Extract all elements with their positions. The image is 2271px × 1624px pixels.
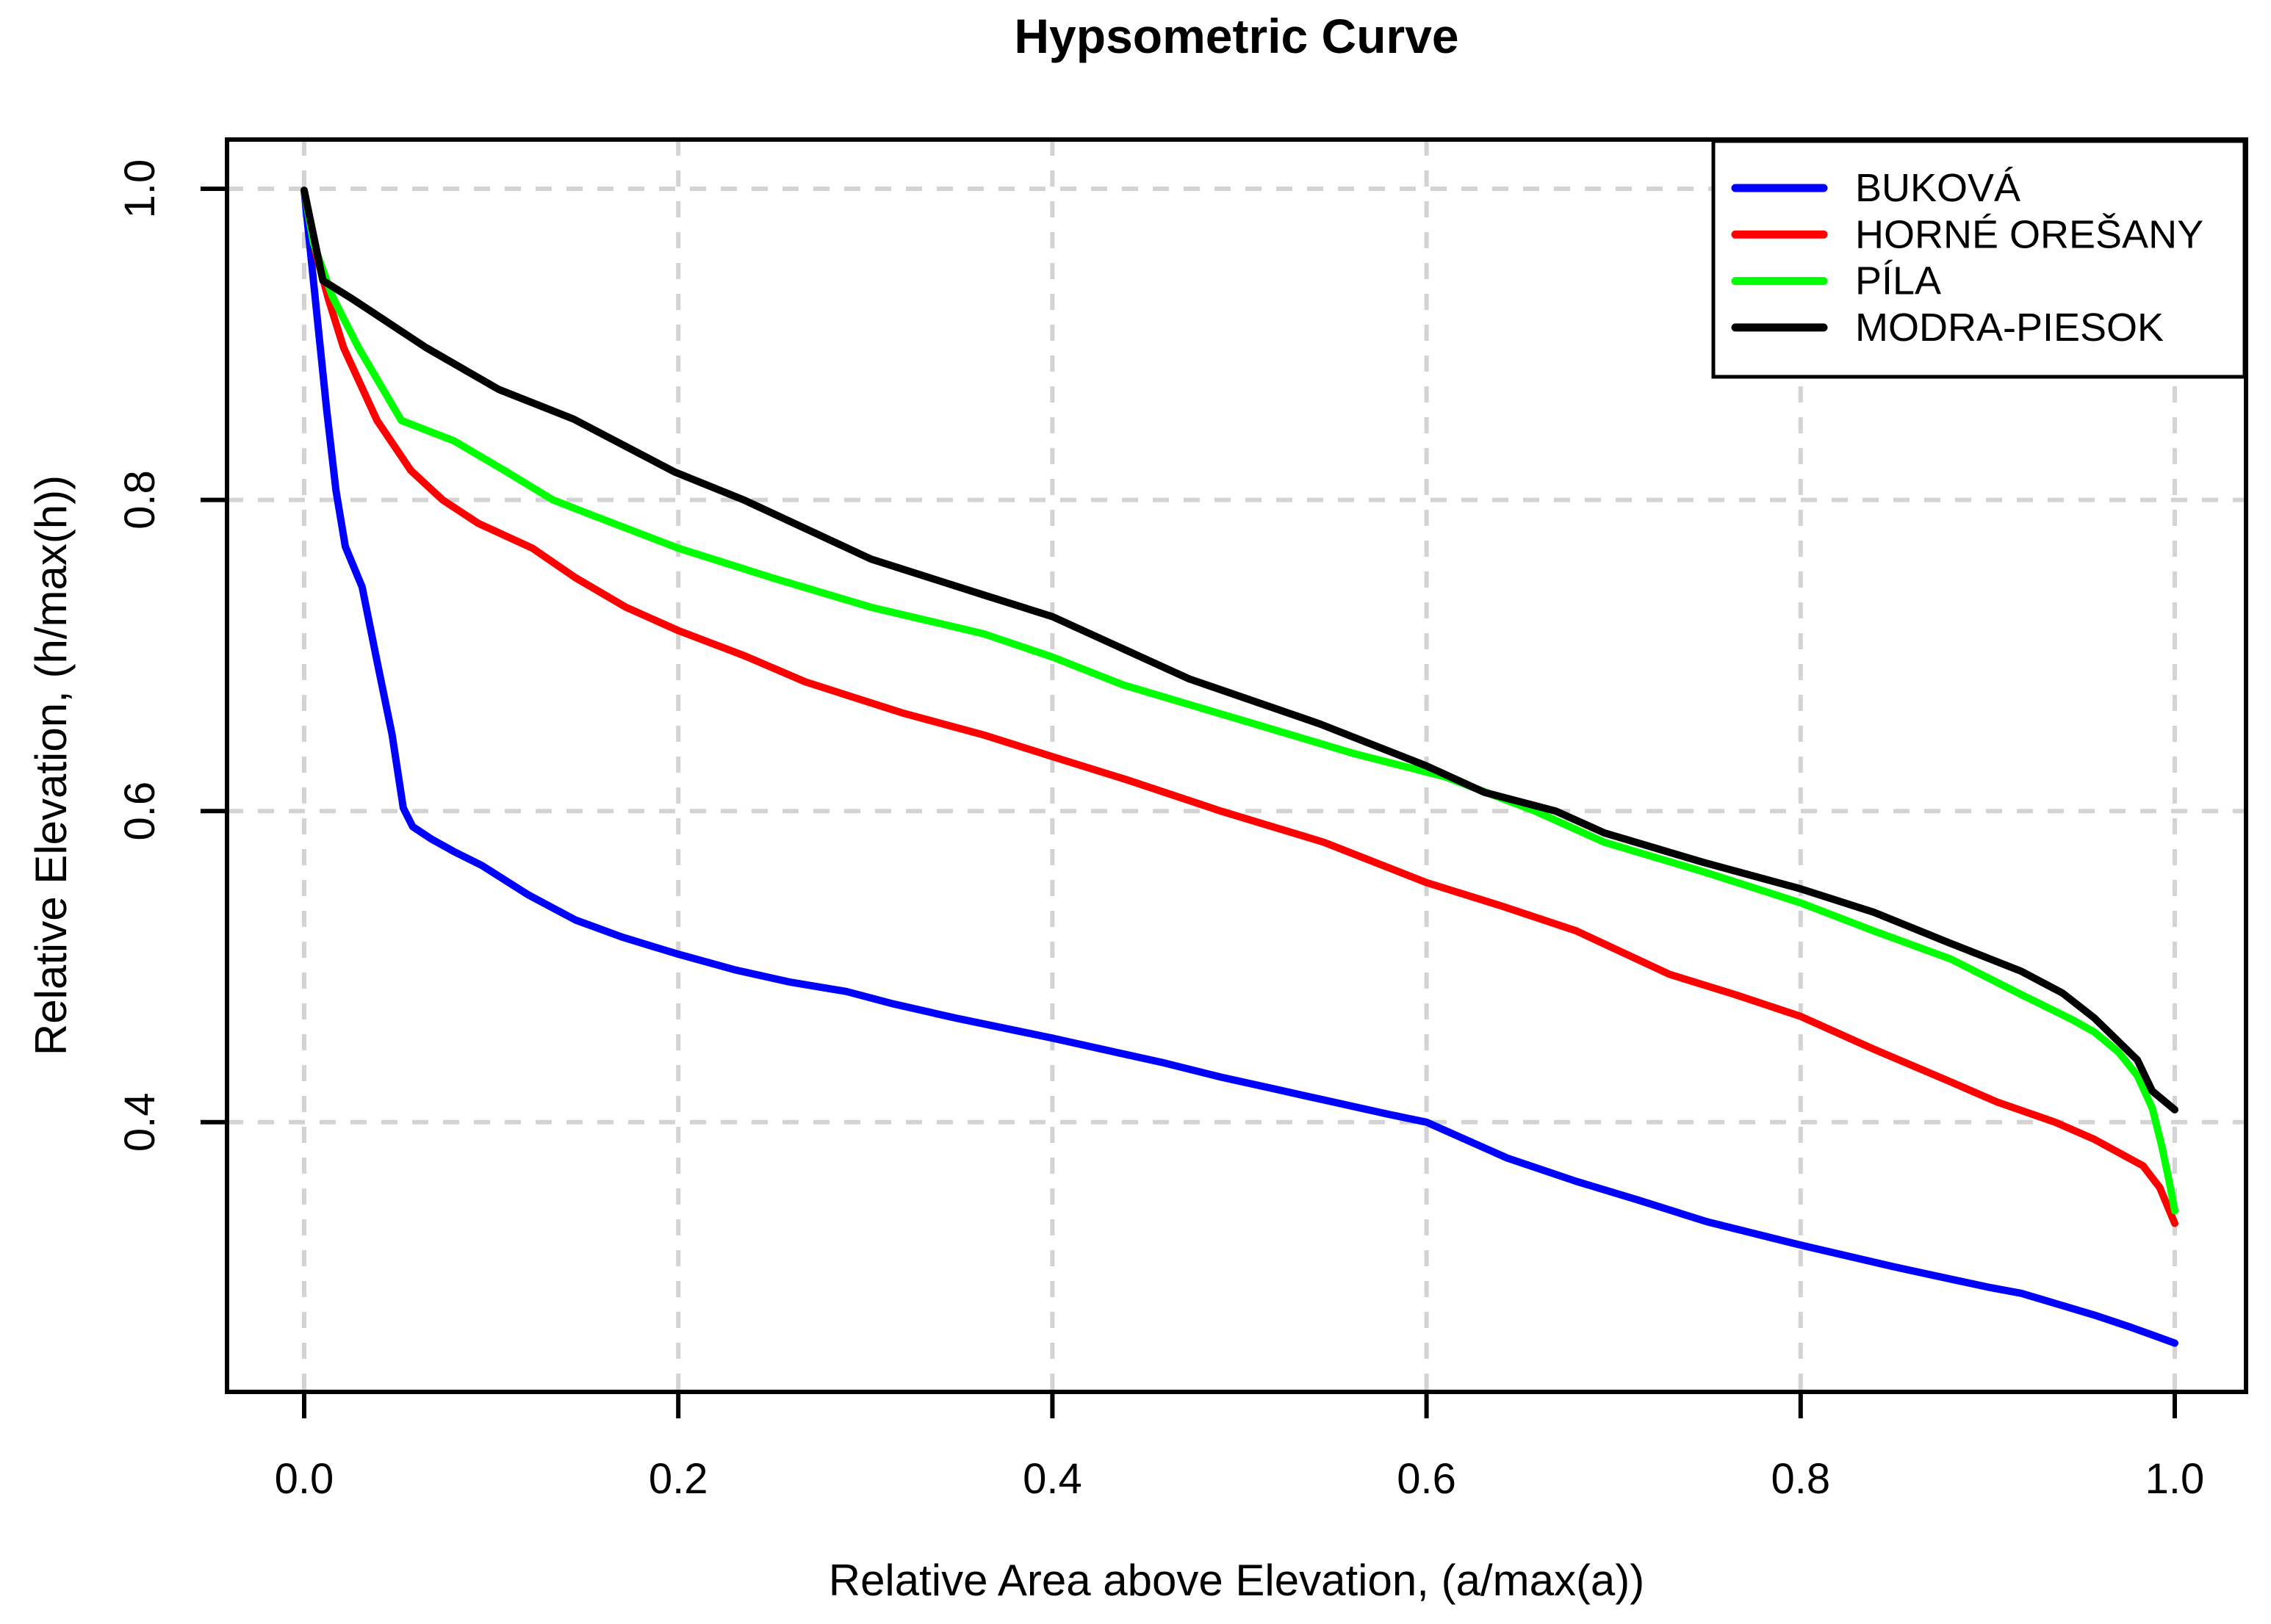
x-tick-label: 0.2: [649, 1455, 708, 1503]
x-tick-label: 0.8: [1771, 1455, 1830, 1503]
curve-bukov-: [300, 187, 2178, 1347]
legend-label: BUKOVÁ: [1855, 166, 2020, 210]
y-tick-label: 0.6: [116, 782, 164, 841]
y-tick-label: 0.4: [116, 1092, 164, 1152]
legend-label: MODRA-PIESOK: [1855, 306, 2164, 350]
legend-label: PÍLA: [1855, 259, 1941, 303]
y-axis-title: Relative Elevation, (h/max(h)): [26, 475, 76, 1055]
axes-layer: 0.0 0.2 0.4 0.6 0.8 1.0 0.4 0.6 0.8 1.0: [116, 137, 2248, 1503]
curve-p-la: [300, 187, 2178, 1215]
chart-title: Hypsometric Curve: [1014, 9, 1458, 63]
x-axis-title: Relative Area above Elevation, (a/max(a)…: [829, 1556, 1645, 1605]
x-tick-label: 1.0: [2145, 1455, 2205, 1503]
curve-horn-ore-any: [300, 187, 2178, 1227]
x-tick-label: 0.0: [275, 1455, 334, 1503]
plot-border: [225, 137, 2248, 1394]
legend-box: [1711, 139, 2247, 379]
y-tick-label: 1.0: [116, 159, 164, 219]
y-tick-label: 0.8: [116, 470, 164, 530]
curves-layer: [300, 187, 2178, 1347]
x-tick-label: 0.6: [1397, 1455, 1456, 1503]
curve-modra-piesok: [300, 187, 2178, 1114]
x-tick-label: 0.4: [1023, 1455, 1082, 1503]
legend-label: HORNÉ OREŠANY: [1855, 212, 2203, 256]
